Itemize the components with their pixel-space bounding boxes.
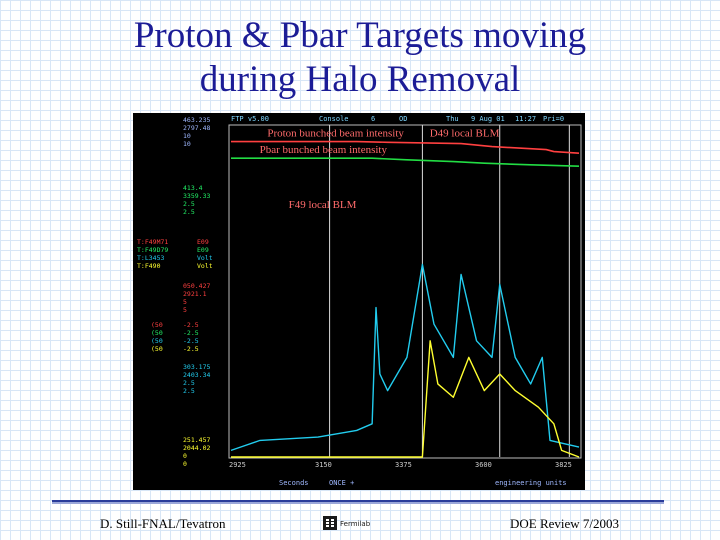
g3-line-0: 050.427 [183, 282, 210, 290]
device-1-unit: E09 [197, 246, 209, 254]
header-program: FTP v5.00 [231, 115, 269, 123]
device-2-unit: Volt [197, 254, 213, 262]
acnet-plot-screen: FTP v5.00 Console 6 OD Thu 9 Aug 01 11:2… [133, 113, 585, 490]
series-line-2 [230, 263, 580, 452]
g4-line-0: 303.175 [183, 363, 210, 371]
device-0-unit: E09 [197, 238, 209, 246]
header-date: 9 Aug 01 [471, 115, 505, 123]
logo-text: Fermilab [340, 520, 371, 528]
annotation-1: D49 local BLM [430, 128, 500, 140]
scale-0-a: (50 [151, 321, 163, 329]
g2-line-3: 2.5 [183, 208, 195, 216]
g1-line-3: 10 [183, 140, 191, 148]
device-0-name: T:F49M71 [137, 238, 168, 246]
footer-author: D. Still-FNAL/Tevatron [100, 516, 226, 531]
footer-divider [52, 500, 664, 504]
title-line-2: during Halo Removal [199, 59, 521, 100]
g3-line-3: 5 [183, 306, 187, 314]
x-tick-4: 3825 [555, 461, 572, 469]
x-tick-1: 3150 [315, 461, 332, 469]
device-3-unit: Volt [197, 262, 213, 270]
g5-line-3: 0 [183, 460, 187, 468]
screen-footer-units: Seconds [279, 479, 309, 487]
device-1-name: T:F49D79 [137, 246, 168, 254]
g5-line-2: 0 [183, 452, 187, 460]
x-tick-2: 3375 [395, 461, 412, 469]
annotation-0: Proton bunched beam intensity [267, 128, 404, 140]
screen-footer-mode: ONCE + [329, 479, 354, 487]
device-2-name: T:L3453 [137, 254, 164, 262]
scale-0-b: -2.5 [183, 321, 199, 329]
g5-line-1: 2044.02 [183, 444, 210, 452]
header-console-num: 6 [371, 115, 375, 123]
fermilab-logo-icon: Fermilab [323, 516, 371, 530]
scale-1-a: (50 [151, 329, 163, 337]
series-line-1 [231, 157, 580, 167]
series-line-3 [231, 340, 580, 458]
header-priority: Pri=0 [543, 115, 564, 123]
g4-line-1: 2403.34 [183, 371, 210, 379]
g1-line-2: 10 [183, 132, 191, 140]
plot-svg: FTP v5.00 Console 6 OD Thu 9 Aug 01 11:2… [137, 115, 582, 487]
x-tick-0: 2925 [229, 461, 246, 469]
annotation-3: F49 local BLM [289, 199, 357, 211]
device-3-name: T:F490 [137, 262, 161, 270]
screen-footer-eng: engineering units [495, 479, 567, 487]
annotation-2: Pbar bunched beam intensity [260, 144, 388, 156]
plot-frame [228, 124, 582, 459]
header-console: Console [319, 115, 349, 123]
scale-1-b: -2.5 [183, 329, 199, 337]
g3-line-2: 5 [183, 298, 187, 306]
title-line-1: Proton & Pbar Targets moving [133, 15, 587, 56]
scale-2-b: -2.5 [183, 337, 199, 345]
series-line-0 [231, 140, 580, 155]
footer-review: DOE Review 7/2003 [510, 516, 620, 531]
x-tick-3: 3600 [475, 461, 492, 469]
scale-2-a: (50 [151, 337, 163, 345]
slide-title: Proton & Pbar Targets moving during Halo… [60, 14, 660, 102]
header-od: OD [399, 115, 407, 123]
g3-line-1: 2921.1 [183, 290, 207, 298]
g4-line-2: 2.5 [183, 379, 195, 387]
g5-line-0: 251.457 [183, 436, 210, 444]
g4-line-3: 2.5 [183, 387, 195, 395]
header-day: Thu [446, 115, 459, 123]
scale-3-a: (50 [151, 345, 163, 353]
g2-line-0: 413.4 [183, 184, 203, 192]
g1-line-0: 463.235 [183, 116, 210, 124]
g2-line-2: 2.5 [183, 200, 195, 208]
g2-line-1: 3359.33 [183, 192, 210, 200]
g1-line-1: 2797.48 [183, 124, 210, 132]
header-time: 11:27 [515, 115, 536, 123]
scale-3-b: -2.5 [183, 345, 199, 353]
